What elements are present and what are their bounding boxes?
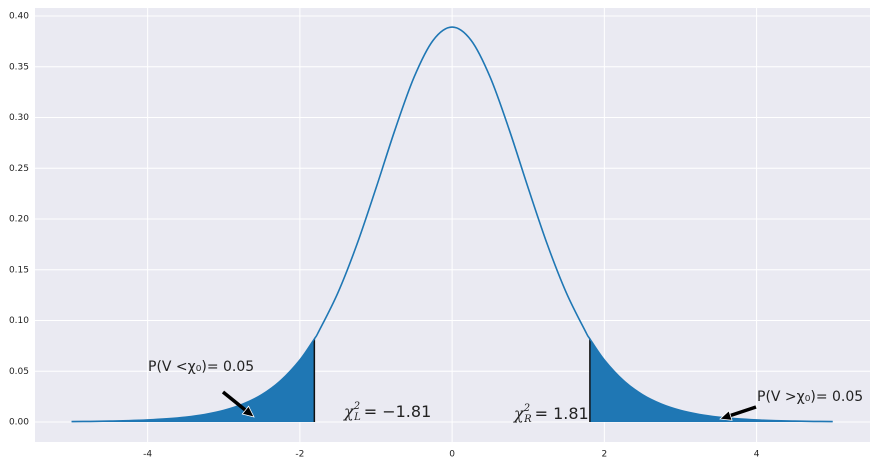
critical-superscript: 2 xyxy=(523,403,530,414)
y-tick-label: 0.05 xyxy=(9,367,29,377)
annotation: P(V <χ₀)= 0.05 xyxy=(148,359,254,375)
critical-label: χ2 R = 1.81 xyxy=(513,403,589,425)
x-tick-label: -4 xyxy=(143,450,152,460)
annotation: P(V >χ₀)= 0.05 xyxy=(757,389,863,405)
arrow-shaft xyxy=(221,390,247,412)
arrow-head xyxy=(241,405,255,418)
tail-area xyxy=(71,338,315,423)
critical-subscript: L xyxy=(353,412,361,423)
critical-symbol: χ xyxy=(343,402,355,421)
y-tick-label: 0.40 xyxy=(9,12,29,22)
y-tick-label: 0.20 xyxy=(9,215,29,225)
y-tick-label: 0.10 xyxy=(9,316,29,326)
y-tick-label: 0.30 xyxy=(9,113,29,123)
x-tick-label: -2 xyxy=(295,450,304,460)
y-tick-label: 0.15 xyxy=(9,265,29,275)
x-tick-label: 0 xyxy=(449,450,455,460)
density-curve xyxy=(71,26,833,423)
critical-value: = −1.81 xyxy=(364,402,432,421)
y-tick-label: 0.00 xyxy=(9,418,29,428)
critical-value: = 1.81 xyxy=(535,404,589,423)
arrow-shaft xyxy=(729,405,757,418)
tail-area xyxy=(589,338,833,423)
critical-symbol: χ xyxy=(513,404,525,423)
y-tick-label: 0.25 xyxy=(9,164,29,174)
x-tick-label: 2 xyxy=(601,450,607,460)
critical-subscript: R xyxy=(523,414,532,425)
critical-label: χ2 L = −1.81 xyxy=(343,401,431,423)
y-tick-label: 0.35 xyxy=(9,62,29,72)
critical-superscript: 2 xyxy=(353,401,360,412)
x-tick-label: 4 xyxy=(754,450,760,460)
arrow-head xyxy=(719,410,733,421)
